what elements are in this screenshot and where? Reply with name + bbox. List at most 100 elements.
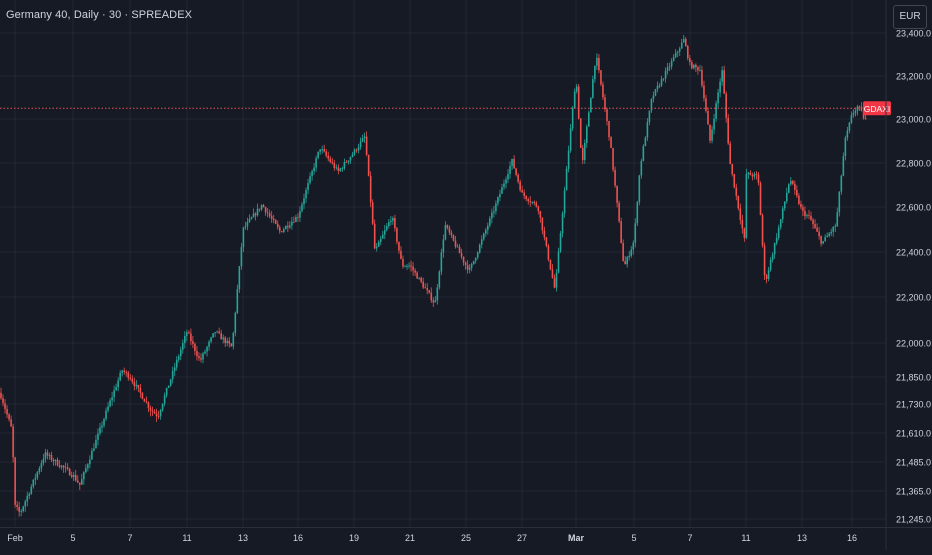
candle-body xyxy=(289,225,291,228)
candle-body xyxy=(676,51,679,53)
candle-body xyxy=(301,204,303,212)
candle-body xyxy=(592,79,594,98)
candle-body xyxy=(159,410,162,417)
candle-body xyxy=(115,387,117,391)
candle-body xyxy=(400,250,402,259)
candle-body xyxy=(192,341,194,344)
candle-body xyxy=(767,270,770,279)
candle-body xyxy=(327,155,330,159)
candle-body xyxy=(828,233,830,236)
candle-body xyxy=(630,249,633,256)
candle-body xyxy=(810,215,812,220)
candle-body xyxy=(751,175,754,177)
candle-body xyxy=(460,253,463,257)
candle-body xyxy=(103,418,105,426)
candle-body xyxy=(145,401,148,403)
candle-body xyxy=(258,208,261,210)
candle-body xyxy=(489,218,491,226)
candle-body xyxy=(99,427,101,434)
candle-body xyxy=(42,458,45,464)
candle-body xyxy=(618,202,620,222)
candle-body xyxy=(238,266,241,290)
candle-body xyxy=(91,450,93,460)
candle-body xyxy=(493,211,495,213)
candle-body xyxy=(511,158,513,166)
candle-body xyxy=(418,277,420,279)
candle-body xyxy=(747,172,750,175)
candle-body xyxy=(62,465,65,468)
candle-body xyxy=(666,67,669,71)
candle-body xyxy=(788,184,790,193)
candle-body xyxy=(240,247,243,267)
candle-body xyxy=(226,340,229,344)
candle-body xyxy=(426,288,429,291)
candle-body xyxy=(97,433,99,440)
candle-body xyxy=(769,259,772,271)
candle-body xyxy=(28,493,31,496)
candle-body xyxy=(87,464,89,469)
candle-body xyxy=(109,400,111,407)
candle-body xyxy=(18,507,20,512)
candle-body xyxy=(549,259,552,270)
candle-body xyxy=(68,468,71,476)
candle-body xyxy=(270,216,273,219)
candle-body xyxy=(559,233,562,252)
candle-body xyxy=(194,343,196,352)
candle-body xyxy=(517,174,519,182)
candle-body xyxy=(832,226,835,232)
candle-body xyxy=(297,217,299,218)
candle-body xyxy=(638,175,641,203)
candle-body xyxy=(10,419,12,427)
candle-body xyxy=(2,398,4,404)
candle-body xyxy=(864,117,867,120)
candle-body xyxy=(422,281,424,288)
candle-body xyxy=(699,69,701,71)
candle-body xyxy=(695,64,697,68)
candle-body xyxy=(654,89,657,96)
candle-body xyxy=(689,58,691,63)
candle-body xyxy=(824,237,826,242)
price-axis[interactable]: 23,400.0 23,200.0 23,000.0 22,800.0 22,600.0… xyxy=(885,0,931,550)
candle-body xyxy=(703,85,705,99)
candle-body xyxy=(254,213,257,216)
candle-body xyxy=(412,266,414,271)
candle-body xyxy=(135,384,138,386)
candle-body xyxy=(602,84,604,98)
candle-body xyxy=(78,482,81,485)
candle-body xyxy=(222,337,224,340)
candle-body xyxy=(656,85,659,90)
candle-body xyxy=(105,410,107,419)
candle-body xyxy=(598,57,600,71)
candle-body xyxy=(462,256,465,263)
candle-body xyxy=(850,115,853,123)
candle-body xyxy=(697,67,699,71)
time-tick-label: 11 xyxy=(182,533,191,543)
candle-body xyxy=(448,227,451,233)
candle-body xyxy=(157,416,160,417)
candle-body xyxy=(50,454,53,460)
candle-body xyxy=(729,143,732,165)
candle-body xyxy=(131,378,134,382)
candle-body xyxy=(680,42,683,49)
time-tick-label: 5 xyxy=(70,533,75,543)
candle-body xyxy=(4,403,6,410)
price-tick-label: 21,610.0 xyxy=(896,429,931,439)
candle-body xyxy=(458,246,461,254)
candle-body xyxy=(329,158,332,162)
candle-body xyxy=(840,175,843,192)
candle-body xyxy=(179,349,182,357)
time-axis[interactable]: Feb 5 7 11 13 16 19 21 25 27 Mar 5 7 11 13 16 xyxy=(0,527,932,544)
candle-body xyxy=(54,459,57,462)
candle-body xyxy=(293,221,295,223)
candle-body xyxy=(386,226,388,231)
candle-body xyxy=(505,179,507,184)
candle-body xyxy=(808,215,810,216)
candle-body xyxy=(579,118,582,148)
candle-body xyxy=(464,262,467,266)
candle-body xyxy=(430,292,433,301)
currency-button[interactable]: EUR xyxy=(893,5,927,29)
candle-body xyxy=(432,300,435,303)
candle-body xyxy=(208,341,210,347)
